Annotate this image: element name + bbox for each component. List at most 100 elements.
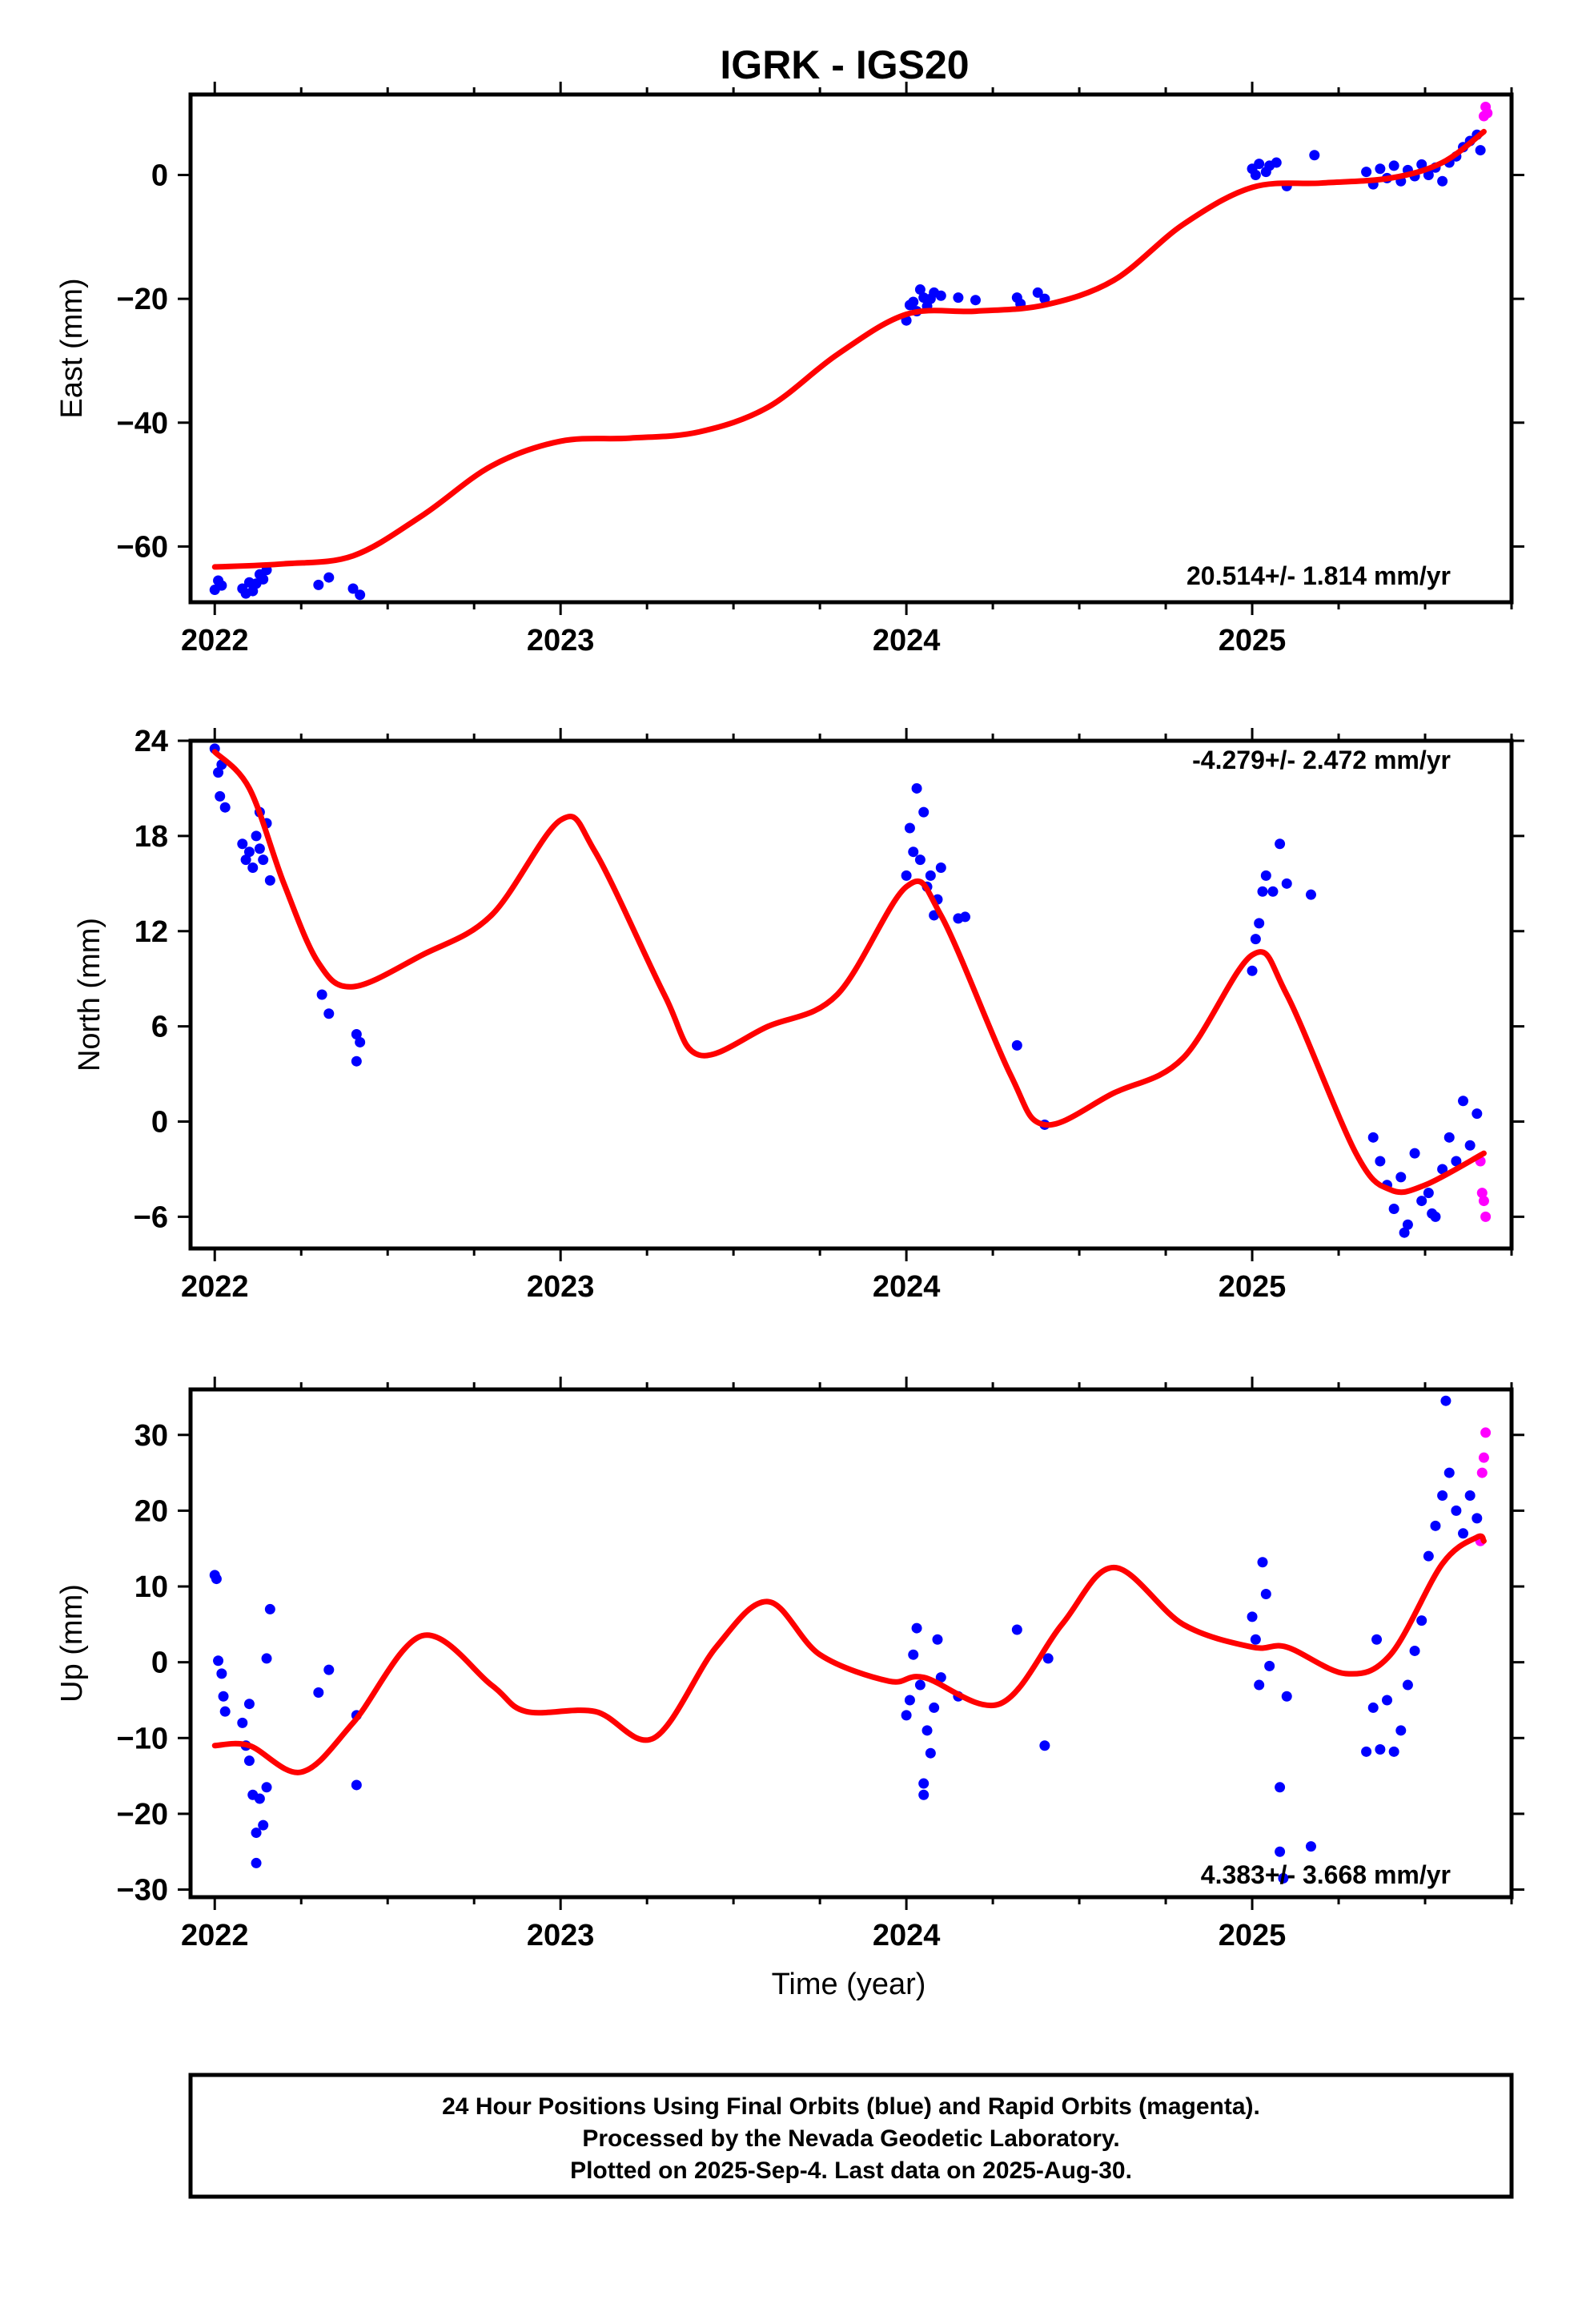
up-y-axis-label: Up (mm) bbox=[55, 1584, 89, 1703]
up-final-point bbox=[921, 1725, 933, 1736]
up-y-tick-label: −30 bbox=[117, 1874, 168, 1908]
north-rapid-point bbox=[1478, 1196, 1489, 1207]
east-final-point bbox=[935, 290, 946, 301]
up-final-point bbox=[918, 1778, 930, 1789]
north-final-point bbox=[1254, 918, 1265, 929]
up-x-tick-label: 2025 bbox=[1219, 1919, 1287, 1952]
east-final-point bbox=[347, 583, 359, 594]
north-final-point bbox=[901, 870, 912, 881]
up-final-point bbox=[1275, 1782, 1286, 1793]
north-y-tick-label: 24 bbox=[135, 725, 168, 758]
up-final-point bbox=[1416, 1615, 1427, 1626]
north-final-point bbox=[215, 790, 226, 802]
north-final-point bbox=[1367, 1132, 1379, 1143]
up-final-point bbox=[243, 1755, 255, 1767]
up-final-point bbox=[1437, 1490, 1448, 1501]
up-final-point bbox=[211, 1574, 222, 1585]
east-x-tick-label: 2025 bbox=[1219, 624, 1287, 657]
up-final-point bbox=[914, 1679, 926, 1691]
north-final-point bbox=[1275, 838, 1286, 850]
up-final-point bbox=[932, 1634, 943, 1645]
up-x-tick-label: 2022 bbox=[181, 1919, 249, 1952]
north-final-point bbox=[914, 854, 926, 866]
north-final-point bbox=[1247, 965, 1258, 976]
north-final-point bbox=[908, 846, 919, 858]
north-final-point bbox=[1451, 1156, 1462, 1167]
footer-line-3: Plotted on 2025-Sep-4. Last data on 2025… bbox=[570, 2157, 1132, 2184]
north-rate-label: -4.279+/- 2.472 mm/yr bbox=[1192, 746, 1451, 774]
north-x-tick-label: 2022 bbox=[181, 1270, 249, 1304]
east-final-point bbox=[1309, 150, 1320, 161]
north-y-axis-label: North (mm) bbox=[73, 918, 106, 1072]
up-final-point bbox=[1305, 1841, 1316, 1852]
up-final-point bbox=[935, 1672, 946, 1683]
east-final-point bbox=[355, 589, 366, 601]
up-plot-frame bbox=[188, 1387, 1514, 1900]
up-final-point bbox=[1361, 1746, 1372, 1757]
east-y-tick-label: −40 bbox=[117, 407, 168, 440]
north-rapid-point bbox=[1480, 1211, 1492, 1222]
north-final-point bbox=[1257, 886, 1268, 897]
up-final-point bbox=[925, 1747, 936, 1759]
up-final-point bbox=[237, 1717, 248, 1728]
north-final-point bbox=[1305, 889, 1316, 900]
north-final-point bbox=[351, 1055, 362, 1067]
up-final-point bbox=[1409, 1645, 1420, 1656]
up-final-point bbox=[243, 1699, 255, 1710]
north-final-point bbox=[1260, 870, 1271, 881]
east-final-point bbox=[1039, 293, 1050, 304]
up-final-point bbox=[911, 1622, 922, 1634]
up-final-point bbox=[1423, 1550, 1434, 1562]
east-y-axis-label: East (mm) bbox=[55, 278, 89, 418]
up-final-point bbox=[258, 1819, 269, 1831]
up-final-point bbox=[254, 1793, 265, 1804]
east-y-tick-label: −20 bbox=[117, 283, 168, 316]
east-x-tick-label: 2022 bbox=[181, 624, 249, 657]
east-x-tick-label: 2023 bbox=[527, 624, 595, 657]
north-x-tick-label: 2024 bbox=[873, 1270, 941, 1304]
east-final-point bbox=[1423, 170, 1434, 181]
up-final-point bbox=[1458, 1528, 1469, 1539]
up-final-point bbox=[918, 1789, 930, 1800]
north-final-point bbox=[355, 1036, 366, 1047]
north-panel: 2022 2023 2024 2025 −6 0 6 12 18 24 North (mm) -4… bbox=[73, 725, 1524, 1304]
up-final-point bbox=[1264, 1660, 1275, 1671]
north-final-point bbox=[243, 846, 255, 858]
footer-line-2: Processed by the Nevada Geodetic Laborat… bbox=[582, 2125, 1119, 2152]
up-final-point bbox=[901, 1710, 912, 1721]
north-final-point bbox=[904, 822, 915, 834]
east-final-point bbox=[1271, 157, 1282, 168]
north-final-point bbox=[1011, 1039, 1022, 1051]
up-final-point bbox=[1451, 1505, 1462, 1516]
north-final-point bbox=[237, 838, 248, 850]
up-final-point bbox=[1367, 1702, 1379, 1713]
up-final-point bbox=[261, 1782, 272, 1793]
up-final-point bbox=[213, 1655, 224, 1667]
up-rate-label: 4.383+/- 3.668 mm/yr bbox=[1201, 1860, 1451, 1889]
east-final-point bbox=[1475, 145, 1486, 156]
north-final-point bbox=[258, 854, 269, 866]
north-final-point bbox=[247, 862, 259, 873]
plot-title: IGRK - IGS20 bbox=[720, 42, 969, 87]
footer-line-1: 24 Hour Positions Using Final Orbits (bl… bbox=[442, 2093, 1260, 2120]
up-final-point bbox=[1278, 1872, 1289, 1884]
east-final-point bbox=[914, 284, 926, 296]
up-x-tick-label: 2024 bbox=[873, 1919, 941, 1952]
north-final-point bbox=[960, 911, 971, 923]
up-final-point bbox=[1281, 1691, 1292, 1702]
north-final-point bbox=[1281, 878, 1292, 889]
up-final-point bbox=[1472, 1513, 1483, 1524]
east-rate-label: 20.514+/- 1.814 mm/yr bbox=[1186, 561, 1451, 590]
north-final-point bbox=[264, 875, 275, 886]
east-final-point bbox=[1375, 163, 1386, 175]
up-final-point bbox=[1254, 1679, 1265, 1691]
up-final-point bbox=[251, 1827, 262, 1839]
north-final-point bbox=[1427, 1208, 1438, 1219]
up-y-tick-label: 0 bbox=[151, 1647, 168, 1680]
up-y-tick-label: −10 bbox=[117, 1722, 168, 1755]
north-final-point bbox=[1416, 1196, 1427, 1207]
east-final-point bbox=[1437, 175, 1448, 187]
north-y-tick-label: −6 bbox=[134, 1200, 168, 1234]
north-x-tick-label: 2023 bbox=[527, 1270, 595, 1304]
north-final-point bbox=[1250, 934, 1261, 945]
